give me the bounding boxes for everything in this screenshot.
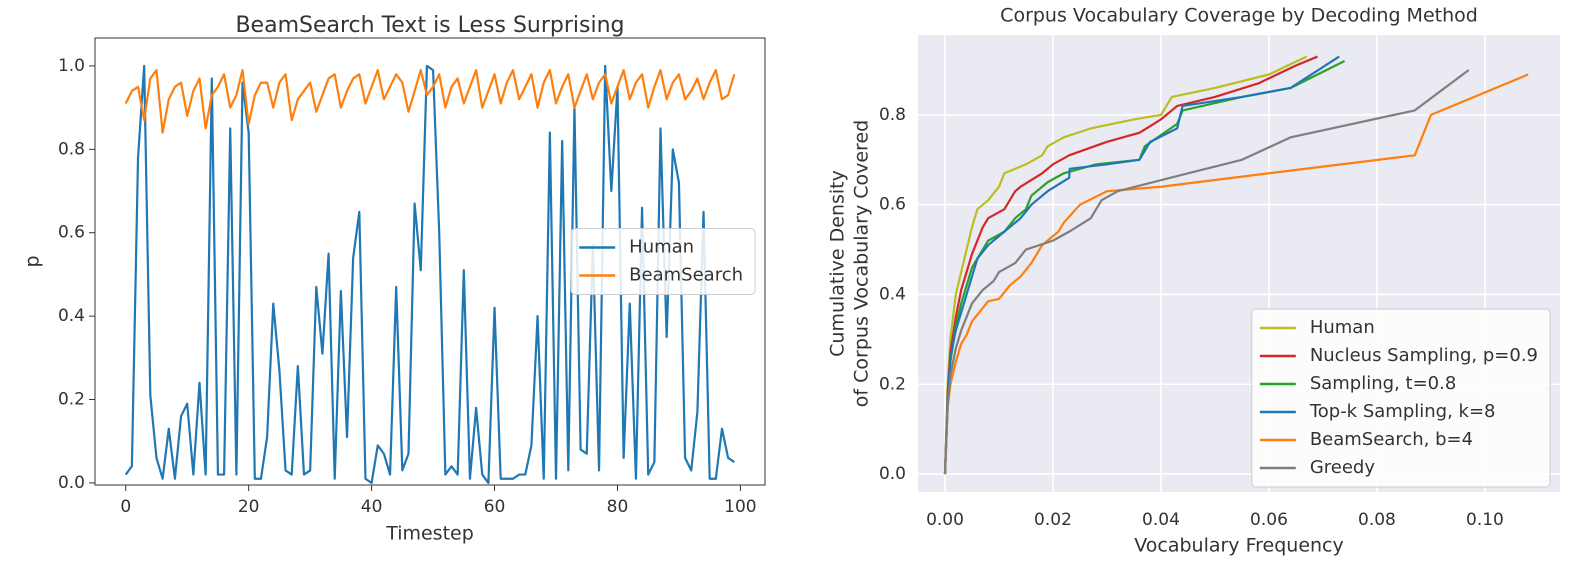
y-tick-label: 0.8 xyxy=(58,139,85,159)
x-tick-label: 60 xyxy=(484,497,506,517)
x-tick-label: 0.10 xyxy=(1466,510,1504,530)
x-tick-label: 100 xyxy=(724,497,756,517)
legend-label: BeamSearch xyxy=(629,265,743,286)
x-tick-label: 0.08 xyxy=(1358,510,1396,530)
series-line xyxy=(943,55,1308,475)
x-tick-label: 80 xyxy=(607,497,629,517)
legend-box xyxy=(570,228,756,295)
chart-title: Corpus Vocabulary Coverage by Decoding M… xyxy=(1000,5,1478,27)
y-tick-label: 0.0 xyxy=(58,473,85,493)
legend: Human BeamSearch xyxy=(570,228,756,295)
legend-label: Human xyxy=(629,237,694,258)
legend: Human Nucleus Sampling, p=0.9 Sampling, t=… xyxy=(1251,308,1551,488)
y-tick-label: 0.6 xyxy=(58,223,85,243)
y-axis-label: of Corpus Vocabulary Covered xyxy=(851,120,873,407)
x-tick-label: 0.04 xyxy=(1142,510,1180,530)
chart-title: BeamSearch Text is Less Surprising xyxy=(235,13,624,38)
x-tick-label: 0.00 xyxy=(926,510,964,530)
series-line xyxy=(124,64,735,485)
y-tick-label: 0.4 xyxy=(58,306,85,326)
legend-label: Human xyxy=(1310,317,1375,338)
y-axis-label: Cumulative Density xyxy=(827,170,849,357)
x-tick-label: 40 xyxy=(361,497,383,517)
legend-label: BeamSearch, b=4 xyxy=(1310,429,1473,450)
y-tick-label: 0.8 xyxy=(879,105,906,125)
x-axis-label: Vocabulary Frequency xyxy=(1134,535,1344,557)
legend-label: Greedy xyxy=(1310,457,1376,478)
series-line xyxy=(943,55,1318,475)
x-tick-label: 0 xyxy=(120,497,131,517)
y-tick-label: 0.4 xyxy=(879,284,906,304)
y-tick-label: 1.0 xyxy=(58,56,85,76)
series-line xyxy=(943,73,1529,475)
y-tick-label: 0.6 xyxy=(879,195,906,215)
legend-box xyxy=(1251,308,1551,488)
y-axis-label: p xyxy=(22,255,44,267)
x-axis-label: Timestep xyxy=(385,523,474,545)
legend-label: Nucleus Sampling, p=0.9 xyxy=(1310,345,1538,366)
series-line xyxy=(943,69,1470,475)
y-tick-label: 0.2 xyxy=(879,374,906,394)
x-tick-label: 0.06 xyxy=(1250,510,1288,530)
x-tick-label: 20 xyxy=(238,497,260,517)
legend-label: Top-k Sampling, k=8 xyxy=(1309,401,1496,422)
legend-label: Sampling, t=0.8 xyxy=(1310,373,1456,394)
y-tick-label: 0.2 xyxy=(58,390,85,410)
plot-frame xyxy=(94,37,766,486)
y-tick-label: 0.0 xyxy=(879,464,906,484)
series-line xyxy=(943,55,1340,475)
series-line xyxy=(124,69,736,134)
x-tick-label: 0.02 xyxy=(1034,510,1072,530)
